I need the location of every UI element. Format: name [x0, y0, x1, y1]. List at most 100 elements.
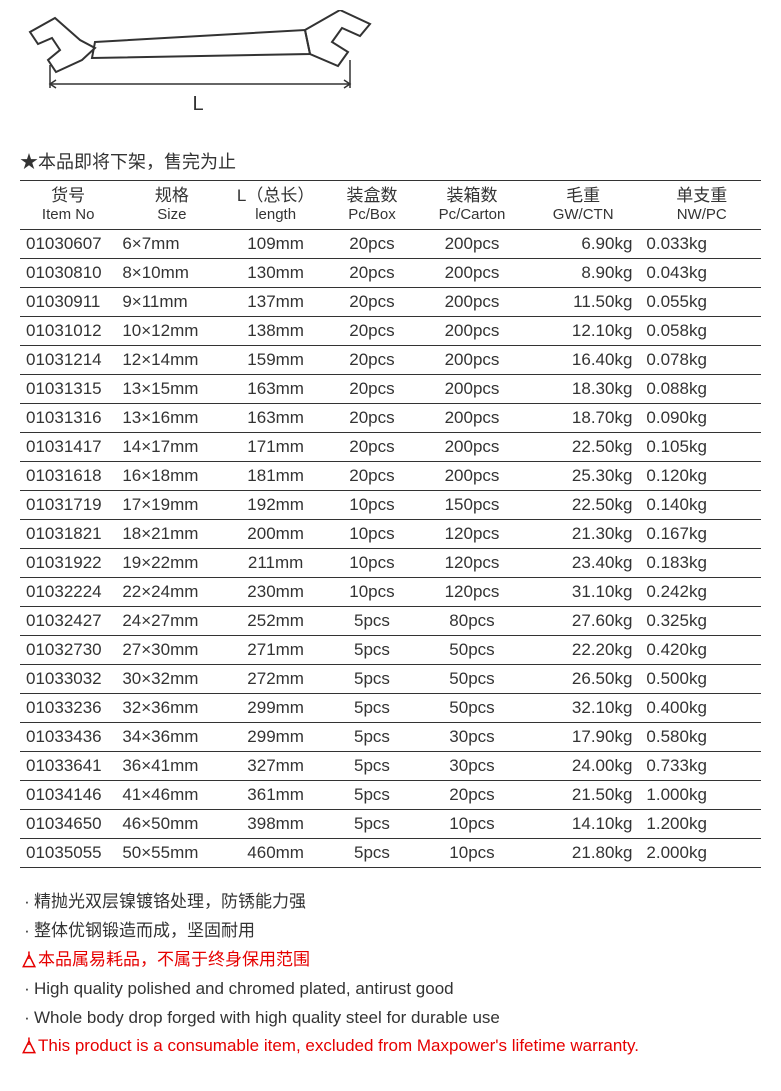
- table-cell: 01031316: [20, 404, 116, 433]
- col-header-0: 货号Item No: [20, 181, 116, 230]
- table-cell: 17.90kg: [524, 723, 643, 752]
- table-cell: 150pcs: [420, 491, 524, 520]
- note-text: Whole body drop forged with high quality…: [34, 1008, 500, 1027]
- table-row: 0103101210×12mm138mm20pcs200pcs12.10kg0.…: [20, 317, 761, 346]
- col-header-en: GW/CTN: [526, 206, 641, 225]
- col-header-5: 毛重GW/CTN: [524, 181, 643, 230]
- note-text: 本品属易耗品，不属于终身保用范围: [38, 950, 310, 969]
- table-cell: 8.90kg: [524, 259, 643, 288]
- table-cell: 299mm: [227, 694, 323, 723]
- note-item: ·精抛光双层镍镀铬处理，防锈能力强: [20, 888, 761, 917]
- table-cell: 20pcs: [324, 259, 420, 288]
- table-cell: 20pcs: [324, 404, 420, 433]
- table-cell: 01031315: [20, 375, 116, 404]
- table-cell: 120pcs: [420, 520, 524, 549]
- table-row: 0103364136×41mm327mm5pcs30pcs24.00kg0.73…: [20, 752, 761, 781]
- table-cell: 109mm: [227, 230, 323, 259]
- table-cell: 27×30mm: [116, 636, 227, 665]
- table-cell: 0.400kg: [642, 694, 761, 723]
- table-cell: 200pcs: [420, 288, 524, 317]
- table-cell: 36×41mm: [116, 752, 227, 781]
- table-cell: 10×12mm: [116, 317, 227, 346]
- table-cell: 30×32mm: [116, 665, 227, 694]
- table-cell: 19×22mm: [116, 549, 227, 578]
- table-cell: 299mm: [227, 723, 323, 752]
- table-cell: 24.00kg: [524, 752, 643, 781]
- table-cell: 6.90kg: [524, 230, 643, 259]
- table-cell: 32.10kg: [524, 694, 643, 723]
- table-cell: 80pcs: [420, 607, 524, 636]
- table-cell: 13×16mm: [116, 404, 227, 433]
- col-header-en: Item No: [22, 206, 114, 225]
- table-cell: 18.70kg: [524, 404, 643, 433]
- table-cell: 361mm: [227, 781, 323, 810]
- table-cell: 271mm: [227, 636, 323, 665]
- table-cell: 01031618: [20, 462, 116, 491]
- table-row: 0103505550×55mm460mm5pcs10pcs21.80kg2.00…: [20, 839, 761, 868]
- table-cell: 130mm: [227, 259, 323, 288]
- col-header-en: Pc/Carton: [422, 206, 522, 225]
- col-header-cn: 毛重: [526, 185, 641, 206]
- table-cell: 163mm: [227, 375, 323, 404]
- table-cell: 50×55mm: [116, 839, 227, 868]
- spec-table: 货号Item No规格SizeL（总长）length装盒数Pc/Box装箱数Pc…: [20, 180, 761, 868]
- table-cell: 192mm: [227, 491, 323, 520]
- table-cell: 398mm: [227, 810, 323, 839]
- table-cell: 01035055: [20, 839, 116, 868]
- table-cell: 0.105kg: [642, 433, 761, 462]
- table-cell: 0.088kg: [642, 375, 761, 404]
- note-item: ·High quality polished and chromed plate…: [20, 975, 761, 1004]
- table-row: 0103273027×30mm271mm5pcs50pcs22.20kg0.42…: [20, 636, 761, 665]
- table-cell: 30pcs: [420, 752, 524, 781]
- col-header-cn: 装箱数: [422, 185, 522, 206]
- table-cell: 120pcs: [420, 578, 524, 607]
- table-cell: 1.200kg: [642, 810, 761, 839]
- table-row: 0103465046×50mm398mm5pcs10pcs14.10kg1.20…: [20, 810, 761, 839]
- table-cell: 01031922: [20, 549, 116, 578]
- table-cell: 200pcs: [420, 346, 524, 375]
- col-header-2: L（总长）length: [227, 181, 323, 230]
- table-row: 0103222422×24mm230mm10pcs120pcs31.10kg0.…: [20, 578, 761, 607]
- table-cell: 0.120kg: [642, 462, 761, 491]
- col-header-en: Size: [118, 206, 225, 225]
- table-cell: 10pcs: [324, 491, 420, 520]
- table-cell: 26.50kg: [524, 665, 643, 694]
- bullet-icon: ·: [20, 975, 34, 1004]
- col-header-cn: 装盒数: [326, 185, 418, 206]
- table-row: 0103192219×22mm211mm10pcs120pcs23.40kg0.…: [20, 549, 761, 578]
- note-text: 整体优钢锻造而成，坚固耐用: [34, 921, 255, 940]
- table-cell: 22.50kg: [524, 433, 643, 462]
- table-cell: 460mm: [227, 839, 323, 868]
- table-cell: 200pcs: [420, 259, 524, 288]
- table-row: 0103131513×15mm163mm20pcs200pcs18.30kg0.…: [20, 375, 761, 404]
- col-header-en: NW/PC: [644, 206, 759, 225]
- notes-list: ·精抛光双层镍镀铬处理，防锈能力强 · 整体优钢锻造而成，坚固耐用 △!本品属易耗品，…: [20, 888, 761, 1061]
- table-cell: 5pcs: [324, 781, 420, 810]
- col-header-cn: L（总长）: [229, 185, 321, 206]
- table-cell: 0.183kg: [642, 549, 761, 578]
- table-cell: 5pcs: [324, 723, 420, 752]
- table-cell: 200pcs: [420, 375, 524, 404]
- table-cell: 27.60kg: [524, 607, 643, 636]
- table-cell: 2.000kg: [642, 839, 761, 868]
- table-cell: 159mm: [227, 346, 323, 375]
- table-cell: 34×36mm: [116, 723, 227, 752]
- table-cell: 0.733kg: [642, 752, 761, 781]
- table-cell: 01030911: [20, 288, 116, 317]
- table-cell: 17×19mm: [116, 491, 227, 520]
- table-cell: 01032224: [20, 578, 116, 607]
- table-cell: 0.420kg: [642, 636, 761, 665]
- note-text: High quality polished and chromed plated…: [34, 979, 454, 998]
- table-cell: 5pcs: [324, 810, 420, 839]
- table-row: 0103303230×32mm272mm5pcs50pcs26.50kg0.50…: [20, 665, 761, 694]
- table-cell: 10pcs: [324, 549, 420, 578]
- note-warning: △!本品属易耗品，不属于终身保用范围: [20, 946, 761, 975]
- table-cell: 0.580kg: [642, 723, 761, 752]
- table-cell: 01031214: [20, 346, 116, 375]
- col-header-6: 单支重NW/PC: [642, 181, 761, 230]
- table-cell: 13×15mm: [116, 375, 227, 404]
- table-row: 0103414641×46mm361mm5pcs20pcs21.50kg1.00…: [20, 781, 761, 810]
- note-text: 精抛光双层镍镀铬处理，防锈能力强: [34, 892, 306, 911]
- warning-icon: △!: [20, 946, 38, 975]
- note-warning: △!This product is a consumable item, exc…: [20, 1032, 761, 1061]
